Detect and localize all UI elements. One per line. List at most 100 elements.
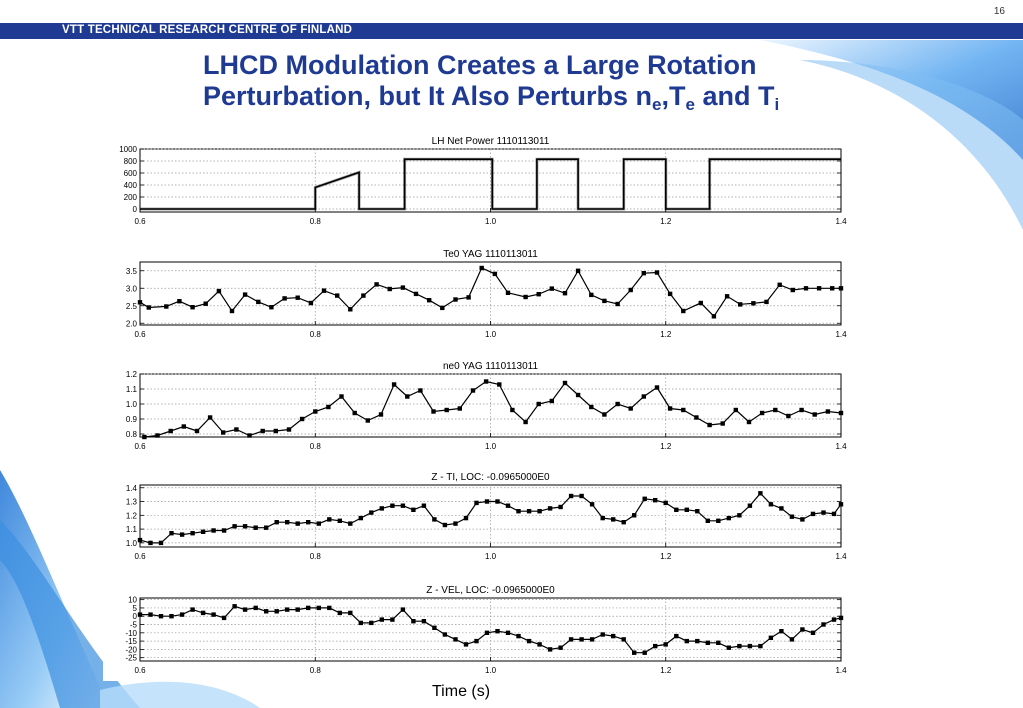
data-point [348, 307, 353, 312]
page-number: 16 [993, 6, 1005, 17]
data-point [758, 643, 763, 649]
y-tick-label: 600 [124, 169, 138, 178]
data-point [789, 637, 795, 642]
data-point [242, 607, 248, 612]
y-tick-label: 1.0 [126, 539, 138, 548]
data-point [810, 511, 816, 517]
data-point [306, 605, 311, 611]
data-point [726, 515, 731, 521]
x-tick-label: 1.2 [660, 330, 672, 339]
data-point [137, 300, 143, 305]
data-point [211, 528, 216, 533]
data-point [568, 637, 574, 642]
bottom-left-ribbon [100, 681, 260, 708]
x-tick-label: 1.0 [485, 330, 497, 339]
data-point [779, 629, 784, 634]
data-point [295, 295, 300, 300]
data-point [285, 607, 290, 612]
data-point [148, 540, 153, 546]
data-point [716, 640, 721, 645]
title-sub-e: e [652, 95, 662, 114]
data-point [352, 410, 357, 416]
data-point [746, 419, 752, 425]
data-point [621, 637, 626, 642]
x-tick-label: 0.6 [134, 442, 146, 451]
data-point [764, 299, 769, 305]
data-point [177, 299, 182, 304]
data-point [579, 637, 584, 642]
data-point [773, 407, 778, 413]
data-point [390, 503, 395, 508]
data-point [335, 293, 340, 298]
y-tick-label: 0 [133, 612, 138, 621]
data-point [838, 410, 844, 416]
data-point [440, 305, 445, 311]
data-point [405, 394, 410, 399]
y-tick-label: 1.1 [126, 385, 138, 394]
data-point [466, 295, 471, 300]
title-line-2: Perturbation, but It Also Perturbs ne,Te… [203, 81, 779, 114]
data-point [483, 379, 489, 384]
data-point [558, 504, 563, 510]
data-point [431, 409, 436, 414]
data-point [547, 506, 553, 511]
y-tick-label: 3.5 [126, 267, 138, 276]
y-tick-label: 10 [128, 596, 137, 605]
top-right-swoosh-2 [800, 60, 1023, 230]
data-point [684, 638, 689, 644]
chart-panel-5: Z - VEL, LOC: -0.0965000E01050-5-10-15-2… [125, 585, 847, 675]
data-point [194, 428, 200, 434]
data-point [285, 520, 290, 525]
data-point [211, 612, 216, 617]
data-point [600, 515, 605, 521]
data-point [694, 415, 699, 420]
data-point [313, 409, 318, 414]
data-point [269, 305, 274, 310]
y-tick-label: 0.8 [126, 430, 138, 439]
data-point [221, 528, 227, 533]
data-point [348, 610, 353, 616]
data-point [495, 499, 500, 504]
data-point [337, 610, 342, 616]
data-point [711, 314, 717, 319]
data-point [516, 633, 521, 639]
data-point [379, 506, 384, 511]
data-point [747, 503, 753, 508]
data-point [484, 630, 490, 635]
x-axis-label: Time (s) [432, 683, 491, 700]
data-point [667, 291, 673, 297]
data-point [526, 638, 532, 644]
chart-panel-2: Te0 YAG 1110113011 3.5 3.0 2.5 2.0 0.6 0.8 1.0 1… [126, 249, 847, 339]
title-sub-e2: e [685, 95, 695, 114]
x-tick-label: 0.6 [134, 552, 146, 561]
data-point [821, 510, 826, 515]
y-tick-label: -25 [125, 654, 137, 663]
data-point [361, 293, 366, 298]
x-tick-label: 1.4 [835, 217, 847, 226]
data-point [453, 637, 458, 642]
slide-title: LHCD Modulation Creates a Large Rotation… [203, 50, 779, 114]
y-tick-label: 1.2 [126, 511, 138, 520]
data-point [642, 496, 647, 501]
data-point [358, 515, 363, 521]
data-point [421, 503, 427, 508]
banner-text: VTT TECHNICAL RESEARCH CENTRE OF FINLAND [62, 24, 353, 36]
data-point [327, 605, 332, 611]
x-tick-label: 1.2 [660, 217, 672, 226]
data-point [681, 308, 686, 314]
data-point [684, 507, 689, 512]
data-point [190, 607, 195, 612]
data-point [505, 503, 511, 508]
y-tick-label: 1.4 [126, 484, 138, 493]
data-point [747, 643, 753, 649]
data-point [695, 509, 700, 514]
series-line [140, 158, 841, 210]
data-point [256, 299, 261, 305]
stacked-charts: LH Net Power 111011301110008006004002000… [119, 136, 847, 675]
x-tick-label: 0.6 [134, 217, 146, 226]
data-point [427, 298, 432, 303]
data-point [146, 305, 151, 310]
data-point [457, 406, 462, 411]
data-point [758, 491, 763, 496]
y-tick-label: 2.5 [126, 302, 138, 311]
